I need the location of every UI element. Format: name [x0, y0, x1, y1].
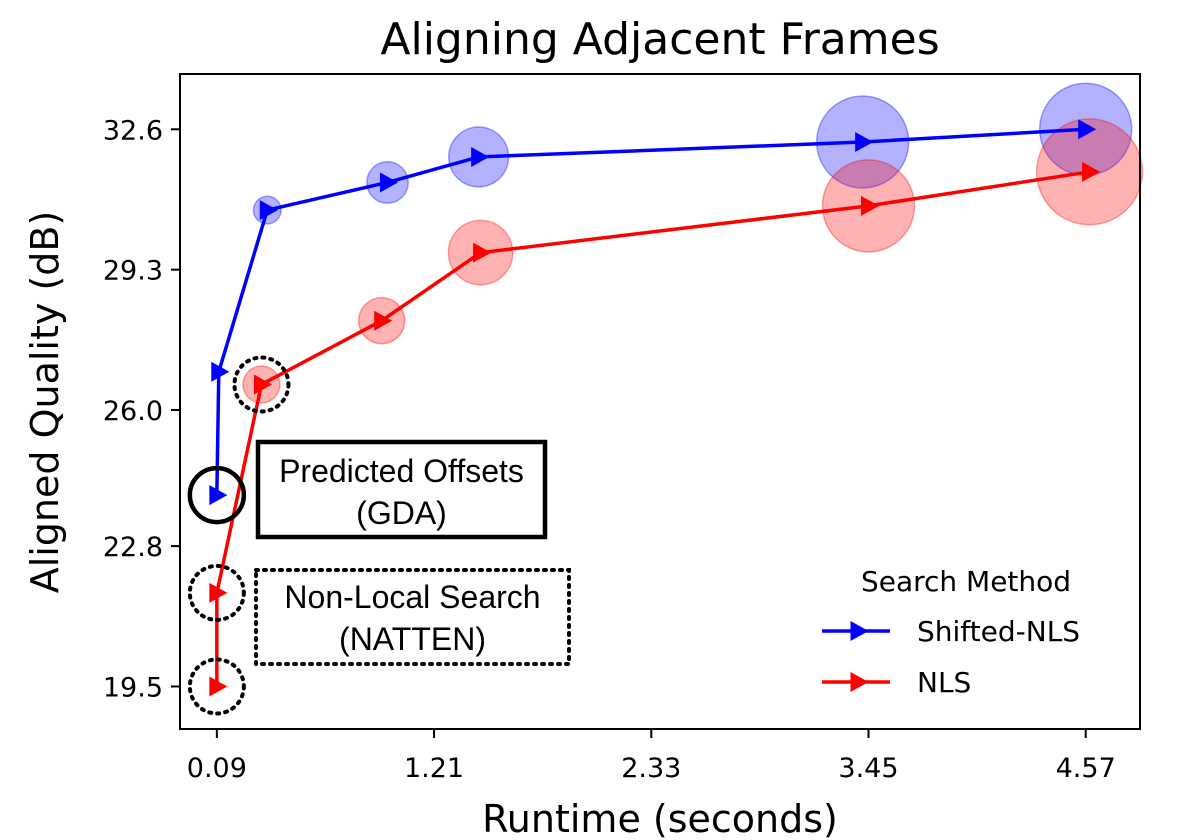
chart-title: Aligning Adjacent Frames	[380, 14, 939, 65]
x-tick-label: 3.45	[838, 753, 898, 784]
data-point	[1078, 119, 1097, 140]
y-tick-label: 32.6	[103, 115, 163, 146]
highlight-circle	[232, 355, 291, 414]
data-point	[860, 195, 879, 216]
x-tick-label: 2.33	[621, 753, 681, 784]
plot-area	[209, 82, 1144, 697]
data-point	[209, 485, 228, 506]
data-point	[253, 374, 272, 395]
x-tick-label: 4.57	[1056, 753, 1116, 784]
legend-label: NLS	[917, 666, 971, 699]
x-axis: 0.09 1.21 2.33 3.45 4.57	[187, 729, 1116, 784]
data-point	[471, 146, 490, 167]
data-point	[259, 200, 278, 221]
annotation-box	[255, 439, 548, 540]
data-point	[211, 361, 230, 382]
highlight-circle	[187, 465, 247, 525]
highlight-circle	[187, 657, 246, 716]
x-tick-label: 0.09	[187, 753, 247, 784]
x-tick-label: 1.21	[404, 753, 464, 784]
y-tick-label: 29.3	[103, 256, 163, 287]
legend-label: Shifted-NLS	[917, 615, 1080, 648]
legend-title: Search Method	[861, 565, 1071, 598]
plot-frame	[179, 73, 1141, 730]
data-point	[374, 310, 393, 331]
data-point	[209, 676, 228, 697]
highlight-circle	[187, 563, 246, 622]
data-point	[1082, 161, 1101, 182]
annotation-box	[254, 568, 571, 666]
legend-marker	[850, 672, 869, 692]
annotations: Predicted Offsets (GDA) Non-Local Search (N…	[187, 355, 571, 716]
y-tick-label: 19.5	[103, 672, 163, 703]
annotation-text: Non-Local Search	[284, 579, 540, 615]
y-tick-label: 26.0	[103, 396, 163, 427]
annotation-text: (GDA)	[356, 495, 447, 531]
annotation-text: Predicted Offsets	[279, 453, 524, 489]
legend: Search Method Shifted-NLS NLS	[822, 565, 1080, 699]
data-point	[380, 172, 399, 193]
y-tick-label: 22.8	[103, 532, 163, 563]
legend-marker	[850, 621, 869, 641]
data-point	[473, 242, 492, 263]
y-axis-label: Aligned Quality (dB)	[23, 211, 67, 594]
data-point	[209, 582, 228, 603]
x-axis-label: Runtime (seconds)	[482, 797, 838, 840]
annotation-text: (NATTEN)	[339, 621, 486, 657]
y-axis: 19.5 22.8 26.0 29.3 32.6	[103, 115, 180, 703]
data-point	[855, 132, 874, 153]
